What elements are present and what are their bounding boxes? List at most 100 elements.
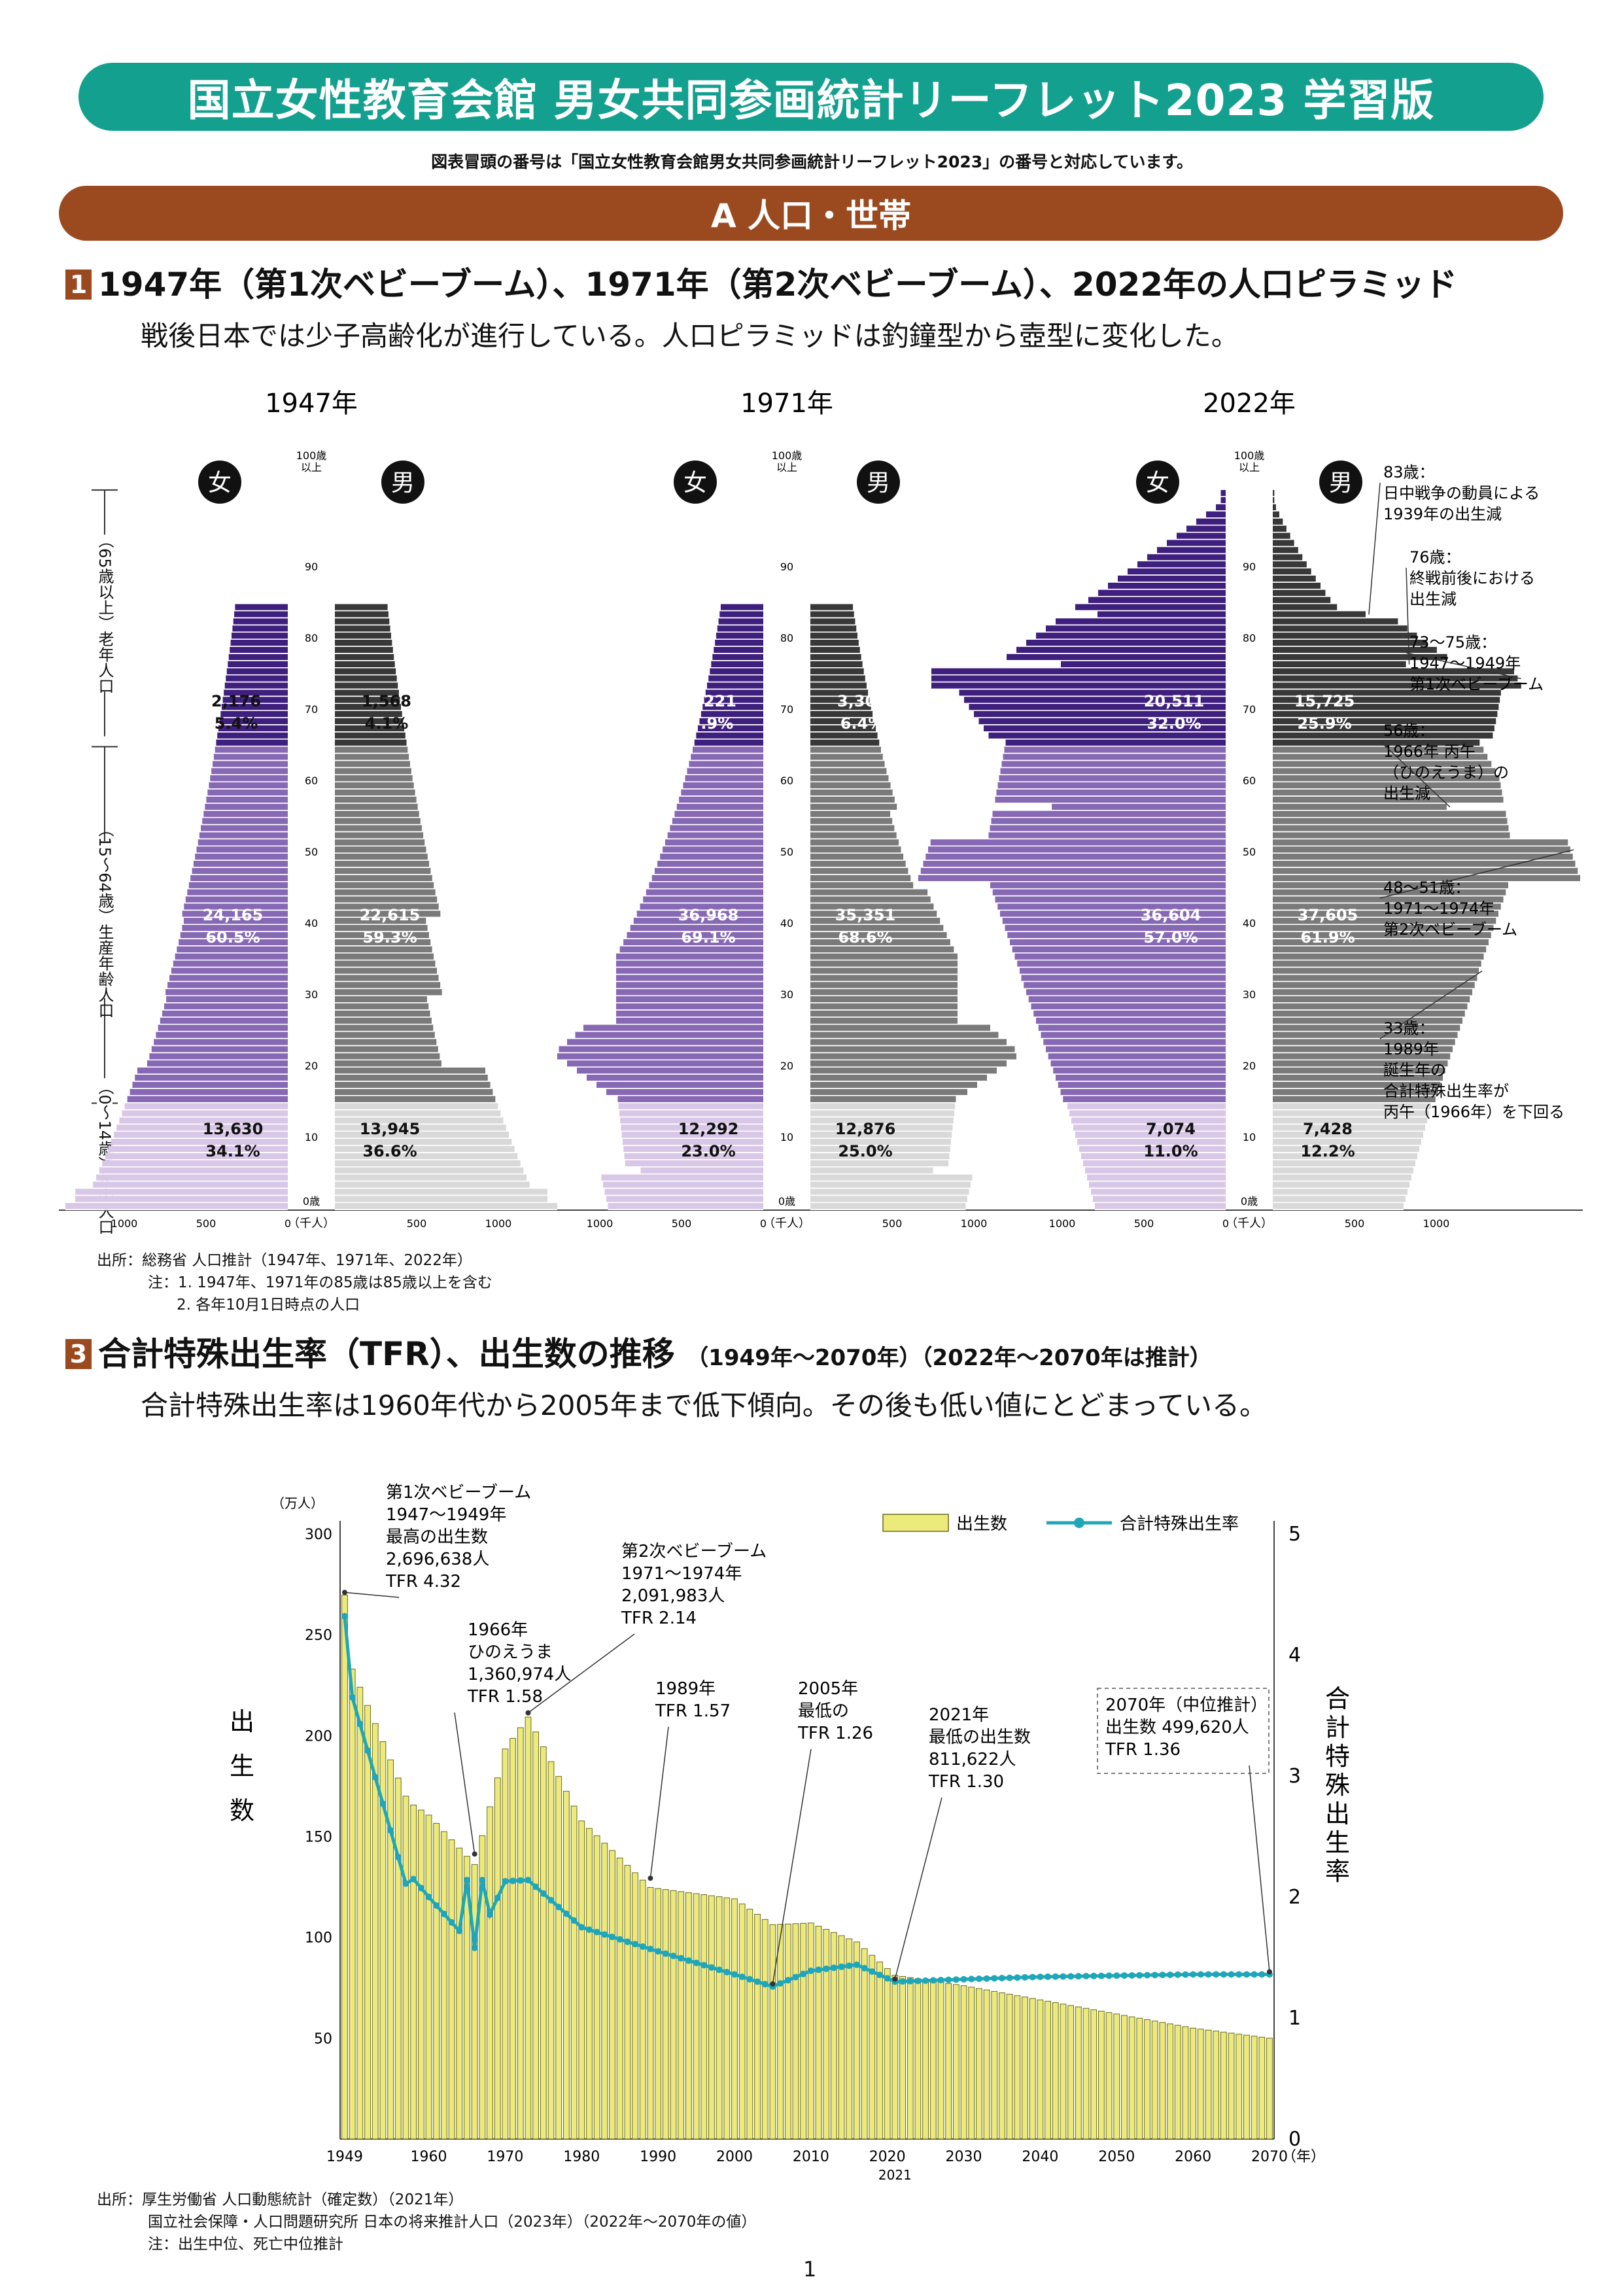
pyramid-bar <box>810 1017 958 1024</box>
birth-bar <box>540 1746 547 2140</box>
pyramid-bar <box>206 796 288 803</box>
pyramid-bar <box>1273 882 1508 888</box>
birth-bar <box>754 1913 761 2140</box>
pyramid-bar <box>1273 911 1498 917</box>
pyramid-bar <box>810 1081 977 1088</box>
pyramid-bar <box>710 668 763 674</box>
annotation-arrowhead <box>892 1976 898 1982</box>
male-old-value: 1,568 <box>362 692 411 710</box>
pyramid-bar <box>1273 825 1509 831</box>
pyramid-bar <box>705 689 763 696</box>
female-label: 女 <box>208 470 232 496</box>
pyramid-bar <box>182 911 288 917</box>
pyramid-bar <box>1031 1003 1226 1010</box>
pyramid-bar <box>810 782 891 789</box>
birth-bar <box>487 1806 493 2140</box>
pyramid-bar <box>1061 661 1226 667</box>
pyramid-bar <box>930 839 1226 846</box>
pyramid-bar <box>1273 1196 1406 1202</box>
fig3-heading: 3 合計特殊出生率（TFR）、出生数の推移 （1949年〜2070年）（2022年… <box>65 1328 1212 1375</box>
pyramid-year: 1947年 <box>265 389 358 419</box>
birth-bar <box>586 1828 593 2140</box>
x-tick-label: 1000 <box>961 1217 988 1230</box>
pyramid-bar <box>810 1110 954 1117</box>
age-tick-label: 50 <box>305 846 318 858</box>
pyramid-bar <box>1273 1160 1415 1166</box>
male-old-value: 3,302 <box>837 692 887 710</box>
pyramid-bar <box>649 882 763 888</box>
pyramid-bar <box>1186 525 1226 532</box>
label-bg <box>97 534 112 692</box>
birth-bar <box>525 1716 532 2140</box>
tfr-point <box>968 1975 975 1983</box>
pyramid-bar <box>810 711 873 718</box>
pyramid-bar <box>147 1060 288 1067</box>
pyramid-bar <box>335 653 394 661</box>
female-label: 女 <box>1146 470 1169 496</box>
pyramid-bar <box>165 989 288 996</box>
pyramid-bar <box>335 789 415 796</box>
female-old-value: 20,511 <box>1144 692 1205 710</box>
pyramid-bar <box>1273 939 1489 946</box>
pyramid-bar <box>679 796 763 803</box>
right-tick-label: 2 <box>1288 1886 1301 1909</box>
age-bottom-label: 0歳 <box>303 1195 320 1208</box>
header-note: 図表冒頭の番号は「国立女性教育会館男女共同参画統計リーフレット2023」の番号と… <box>431 152 1193 171</box>
pyramid-bar <box>335 1189 547 1195</box>
pyramid-bar <box>1273 582 1321 589</box>
annotation-text: 1,360,974人 <box>468 1665 571 1684</box>
pyramid-bar <box>1033 1010 1226 1017</box>
pyramid-bar <box>335 839 425 846</box>
birth-bar <box>647 1887 654 2140</box>
male-old-value: 25.9% <box>1297 714 1351 733</box>
x-tick-label: 1000 <box>1423 1217 1450 1230</box>
unit-label: （千人） <box>763 1217 810 1230</box>
pyramid-bar <box>183 918 288 924</box>
birth-bar <box>517 1727 524 2140</box>
tfr-point <box>540 1890 547 1897</box>
age-tick-label: 20 <box>780 1060 793 1072</box>
age-tick-label: 80 <box>305 632 318 644</box>
pyramid-bar <box>606 1088 763 1095</box>
tfr-point <box>685 1957 692 1964</box>
age-tick-label: 40 <box>305 917 318 930</box>
pyramid-bar <box>335 746 408 753</box>
pyramid-bar <box>335 1088 493 1095</box>
fig1-title: 1947年（第1次ベビーブーム）、1971年（第2次ベビーブーム）、2022年の… <box>98 266 1458 304</box>
pyramid-bar <box>1089 1181 1226 1188</box>
x-tick-label: 1980 <box>563 2149 600 2165</box>
pyramid-bar <box>810 1032 999 1038</box>
female-badge <box>198 461 241 504</box>
female-young-value: 12,292 <box>678 1120 739 1138</box>
pyramid-bar <box>1273 1153 1417 1160</box>
birth-bar <box>1105 2012 1113 2140</box>
annotation-text: 出生減 <box>1383 784 1430 803</box>
birth-bar <box>464 1856 470 2140</box>
pyramid-bar <box>810 1039 1007 1045</box>
pyramid-bar <box>335 818 421 824</box>
right-axis-title-char: 合 <box>1325 1684 1350 1713</box>
pyramid-bar <box>810 1124 953 1131</box>
annotation-text: 誕生年の <box>1383 1061 1446 1079</box>
birth-bar <box>777 1924 784 2140</box>
pyramid-annotation: 56歳： 1966年 丙午 （ひのえうま）の出生減 <box>1379 722 1509 808</box>
pyramid-bar <box>616 953 763 960</box>
pyramid-bar <box>1005 739 1226 746</box>
pyramid-bar <box>616 975 763 981</box>
pyramid-bar <box>643 896 763 903</box>
tfr-point <box>1052 1973 1059 1980</box>
annotation-text: 第2次ベビーブーム <box>621 1542 767 1561</box>
pyramid-bar <box>335 682 398 689</box>
pyramid-bar <box>1273 982 1475 988</box>
pyramid-bar <box>137 1068 288 1074</box>
birth-bar <box>441 1831 447 2140</box>
tfr-point <box>379 1800 387 1807</box>
pyramid-bar <box>665 839 763 846</box>
pyramid-bar <box>810 854 904 860</box>
age-top-label: 以上 <box>301 461 322 474</box>
tfr-point <box>463 1877 470 1884</box>
pyramid-bar <box>1273 575 1316 582</box>
birth-bar <box>624 1865 631 2140</box>
pyramid-bar <box>1043 1039 1226 1045</box>
